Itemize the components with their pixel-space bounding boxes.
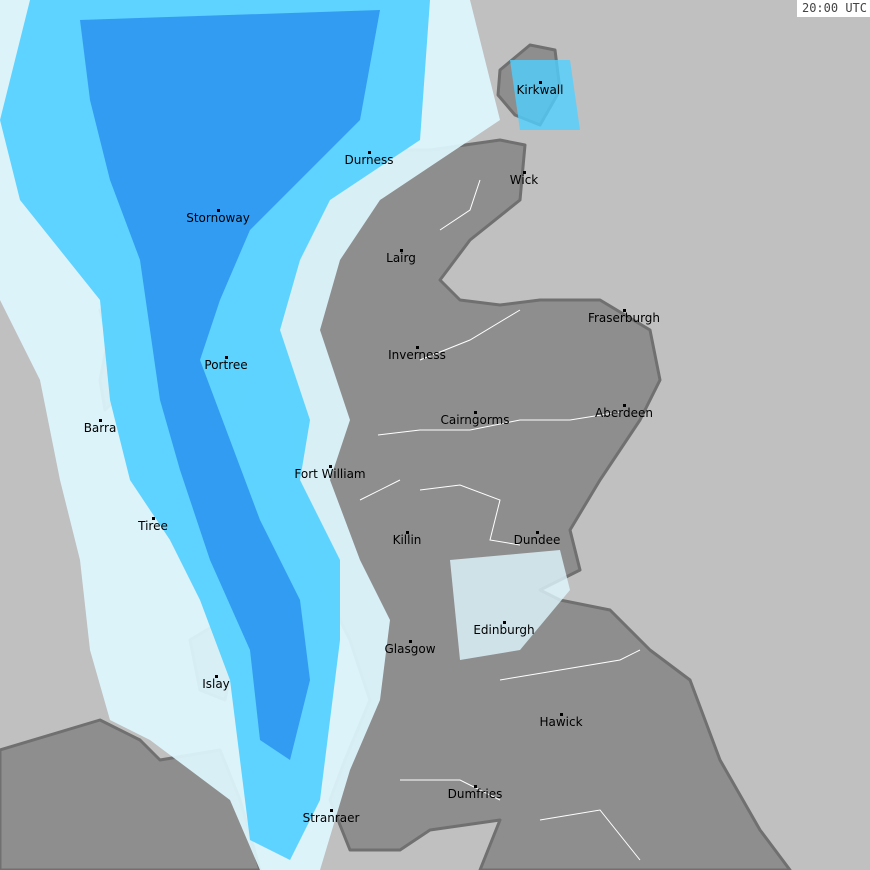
rain-light-east bbox=[450, 550, 570, 660]
place-marker bbox=[329, 465, 332, 468]
place-marker bbox=[215, 675, 218, 678]
place-label: Fort William bbox=[294, 467, 366, 481]
place-marker bbox=[409, 640, 412, 643]
place-marker bbox=[503, 621, 506, 624]
place-label: Portree bbox=[204, 358, 248, 372]
place-marker bbox=[623, 309, 626, 312]
place-marker bbox=[368, 151, 371, 154]
place-label: Islay bbox=[202, 677, 230, 691]
place-marker bbox=[400, 249, 403, 252]
place-label: Hawick bbox=[539, 715, 583, 729]
timestamp-label: 20:00 UTC bbox=[796, 0, 870, 17]
rain-moderate-orkney bbox=[510, 60, 580, 130]
place-label: Stornoway bbox=[186, 211, 250, 225]
place-label: Edinburgh bbox=[473, 623, 535, 637]
place-marker bbox=[523, 171, 526, 174]
place-marker bbox=[560, 713, 563, 716]
place-marker bbox=[536, 531, 539, 534]
place-label: Dundee bbox=[513, 533, 561, 547]
radar-precipitation bbox=[0, 0, 580, 870]
place-marker bbox=[152, 517, 155, 520]
place-marker bbox=[406, 531, 409, 534]
place-marker bbox=[416, 346, 419, 349]
place-marker bbox=[225, 356, 228, 359]
place-marker bbox=[217, 209, 220, 212]
place-label: Cairngorms bbox=[440, 413, 510, 427]
place-marker bbox=[330, 809, 333, 812]
place-marker bbox=[99, 419, 102, 422]
place-label: Aberdeen bbox=[595, 406, 653, 420]
rivers bbox=[359, 179, 641, 861]
place-label: Durness bbox=[344, 153, 394, 167]
place-marker bbox=[474, 785, 477, 788]
place-label: Killin bbox=[392, 533, 422, 547]
place-marker bbox=[623, 404, 626, 407]
place-label: Glasgow bbox=[384, 642, 436, 656]
place-label: Wick bbox=[509, 173, 539, 187]
place-label: Lairg bbox=[386, 251, 416, 265]
place-label: Inverness bbox=[388, 348, 446, 362]
place-marker bbox=[474, 411, 477, 414]
place-label: Fraserburgh bbox=[587, 311, 661, 325]
place-label: Tiree bbox=[138, 519, 168, 533]
place-label: Dumfries bbox=[447, 787, 503, 801]
place-label: Kirkwall bbox=[516, 83, 564, 97]
place-label: Stranraer bbox=[302, 811, 360, 825]
rain-heavy bbox=[80, 10, 380, 760]
place-marker bbox=[539, 81, 542, 84]
place-label: Barra bbox=[83, 421, 117, 435]
